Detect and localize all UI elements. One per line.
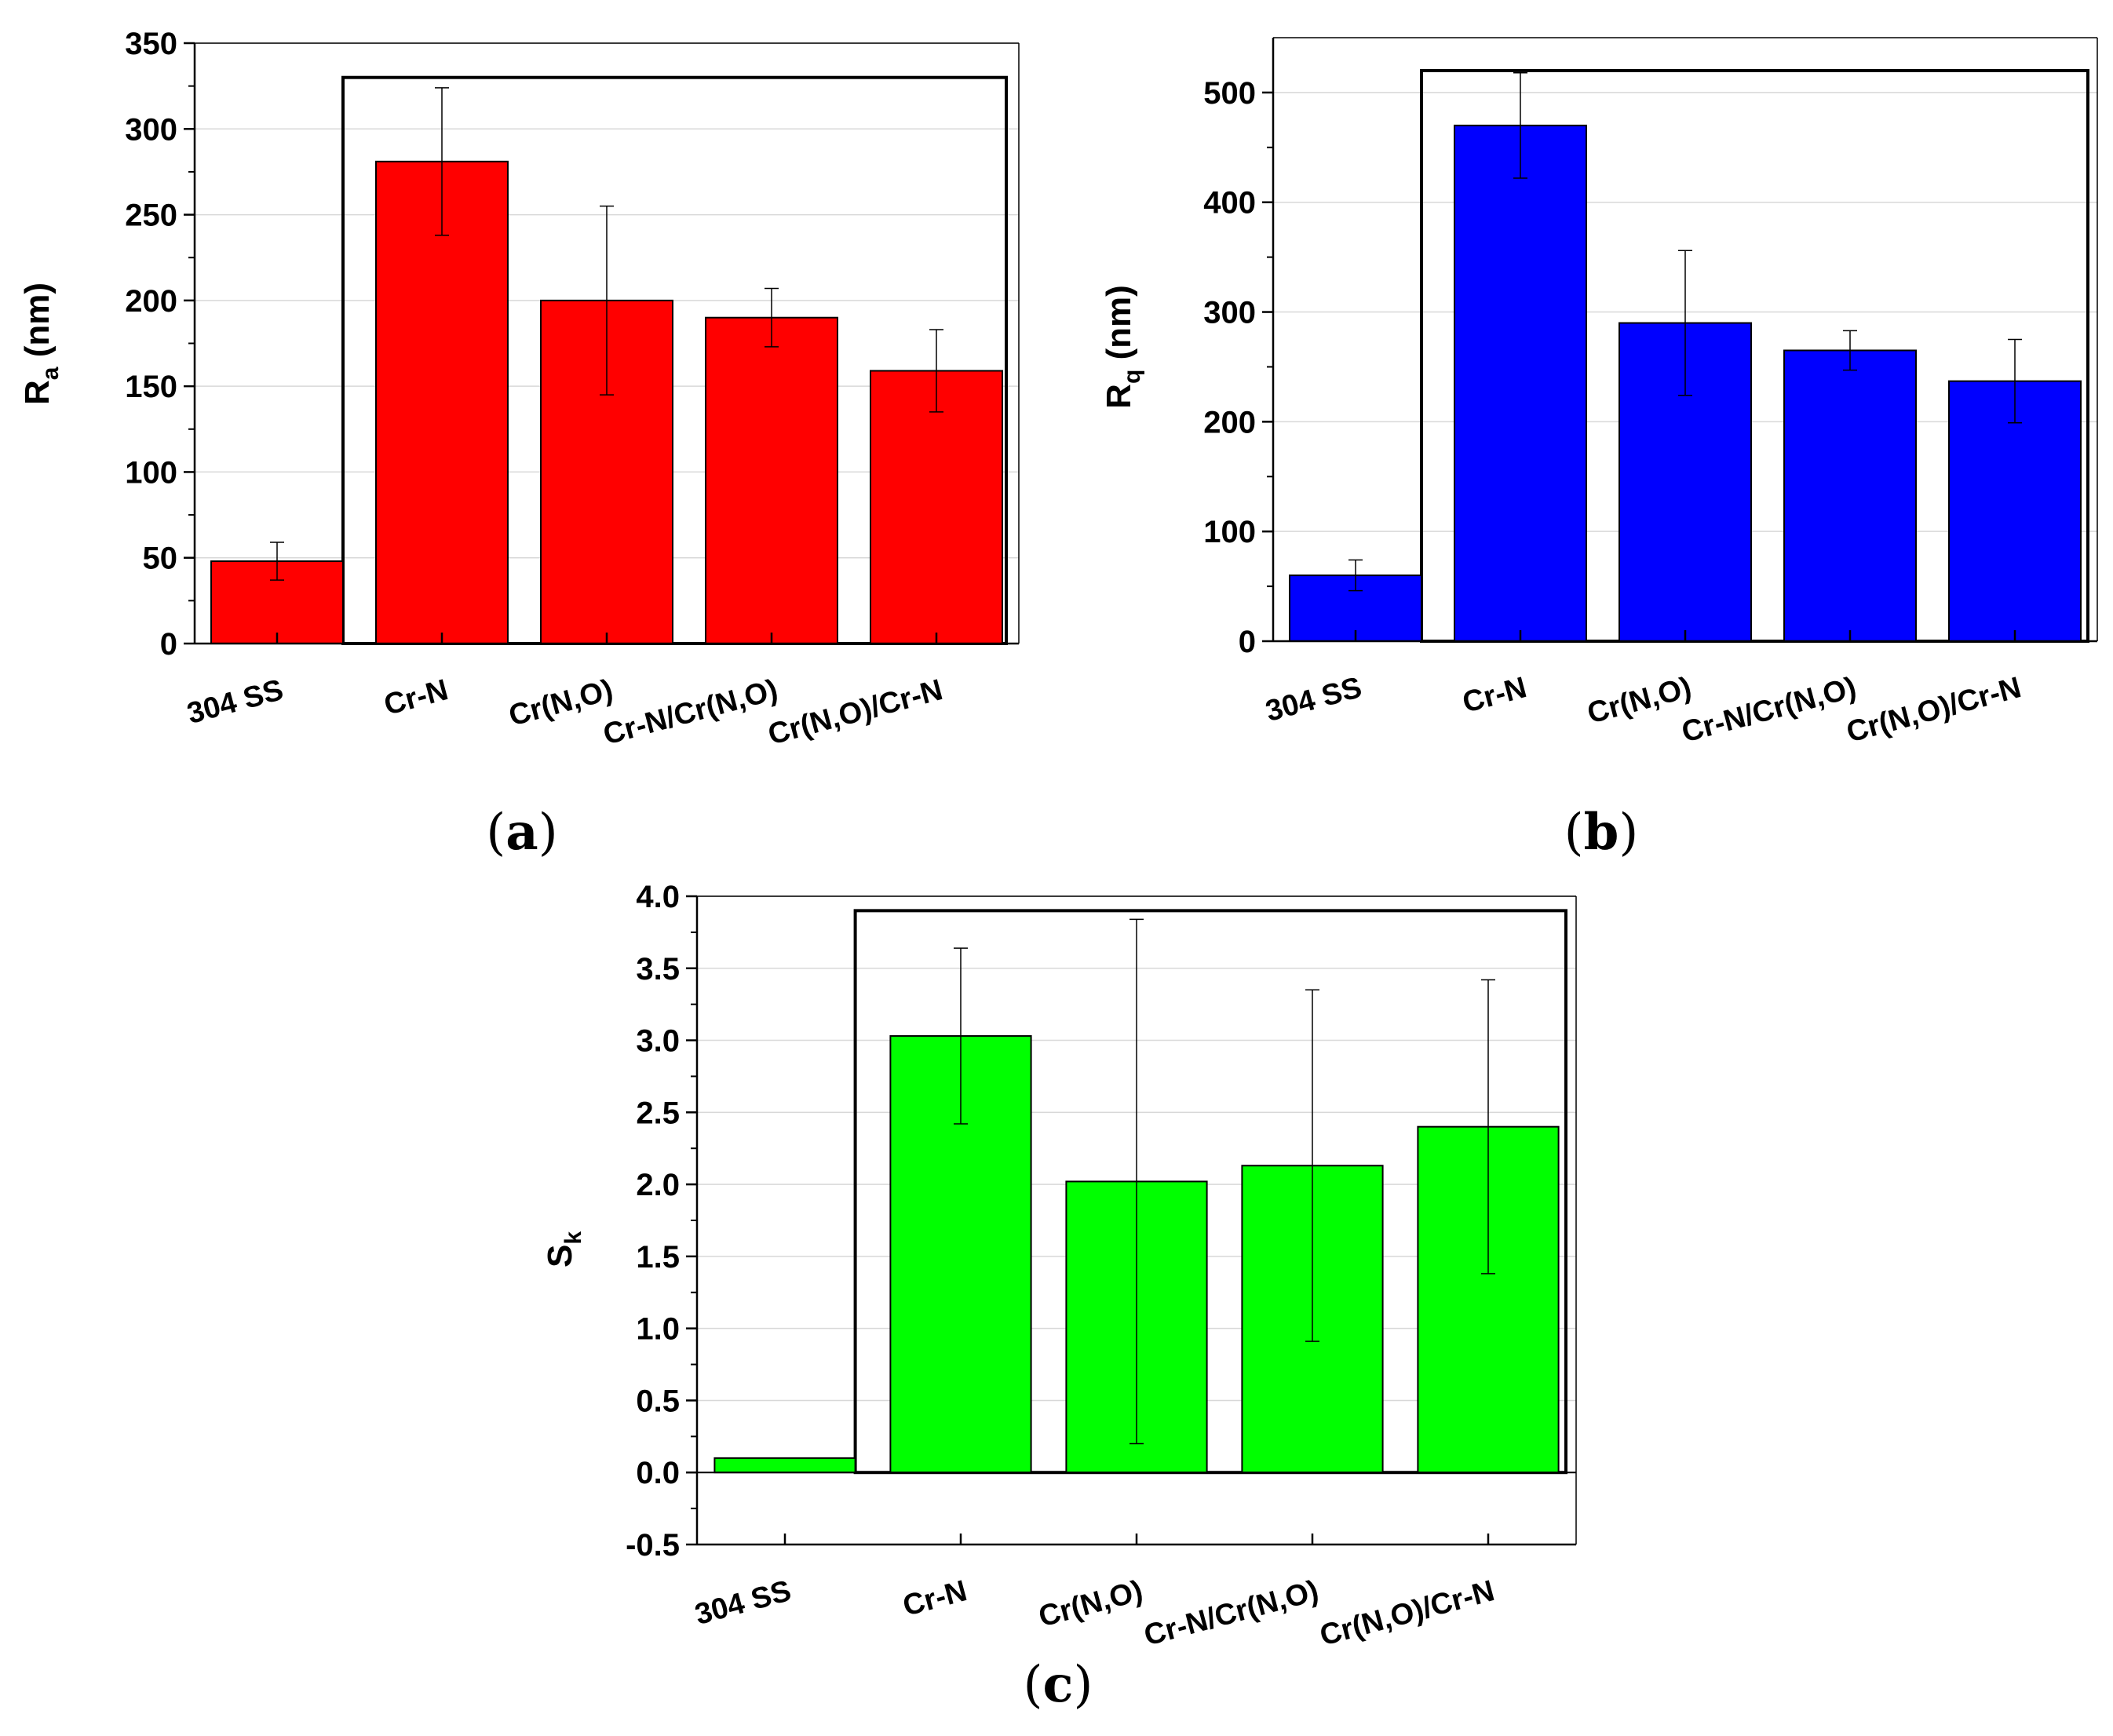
category-label: Cr-N: [381, 673, 451, 722]
category-label: Cr(N,O): [1035, 1574, 1146, 1634]
y-tick-label: 3.5: [636, 952, 680, 987]
chart-panel-c: -0.5 0.0 0.5 1.0 1.5 2.0 2.5 3.0 3.5 4.0 304 SS Cr-…: [541, 880, 1577, 1653]
y-tick-label: 500: [1203, 76, 1256, 111]
bar-Cr-N: [1454, 124, 1587, 642]
bar-Cr-N/Cr(N,O): [705, 316, 838, 644]
y-axis-title: Ra (nm): [18, 283, 64, 405]
y-tick-label: 3.0: [636, 1024, 680, 1059]
category-label: Cr(N,O): [505, 673, 616, 733]
y-tick-label: 2.5: [636, 1096, 680, 1130]
y-tick-label: 0: [160, 627, 177, 662]
y-tick-label: 0: [1239, 625, 1256, 659]
category-label: Cr(N,O): [1584, 671, 1695, 731]
category-label: Cr-N: [1459, 671, 1530, 720]
panel-label-a: (a): [486, 803, 557, 862]
panel-label-c: (c): [1024, 1655, 1093, 1714]
y-axis-title: Rq (nm): [1100, 285, 1145, 409]
category-label: Cr-N/Cr(N,O): [1678, 671, 1859, 749]
y-tick-label: 100: [1203, 515, 1256, 549]
y-tick-label: 300: [1203, 296, 1256, 330]
bar-Cr-N/Cr(N,O): [1783, 349, 1917, 642]
category-label: Cr(N,O)/Cr-N: [1316, 1574, 1498, 1653]
category-label: Cr-N/Cr(N,O): [1140, 1574, 1322, 1653]
category-label: Cr-N/Cr(N,O): [600, 673, 781, 752]
y-tick-label: 400: [1203, 186, 1256, 221]
y-tick-label: 4.0: [636, 880, 680, 914]
y-axis-title: Sk: [541, 1231, 586, 1267]
y-tick-label: 200: [125, 284, 177, 319]
y-tick-label: 50: [143, 542, 178, 576]
bar-Cr-N: [375, 160, 509, 645]
y-tick-label: 350: [125, 27, 177, 61]
category-label: Cr(N,O)/Cr-N: [765, 673, 946, 752]
y-tick-label: 1.0: [636, 1312, 680, 1347]
y-tick-label: 0.5: [636, 1384, 680, 1418]
y-tick-label: 250: [125, 199, 177, 233]
category-label: 304 SS: [1262, 671, 1365, 728]
bar-Cr(N,O)/Cr-N: [870, 370, 1003, 644]
y-tick-label: -0.5: [626, 1528, 680, 1563]
y-tick-label: 0.0: [636, 1456, 680, 1490]
y-tick-label: 150: [125, 370, 177, 404]
category-label: Cr(N,O)/Cr-N: [1843, 671, 2024, 749]
chart-panel-b: 0 100 200 300 400 500 304 SS Cr-N Cr(N,O)Cr-N/Cr…: [1100, 37, 2098, 749]
category-label: Cr-N: [900, 1574, 970, 1623]
category-label: 304 SS: [184, 673, 286, 731]
y-tick-label: 300: [125, 112, 177, 147]
category-label: 304 SS: [692, 1574, 794, 1632]
y-tick-label: 2.0: [636, 1168, 680, 1202]
panel-label-b: (b): [1564, 803, 1639, 862]
bar-304 SS: [713, 1457, 856, 1474]
y-tick-label: 1.5: [636, 1240, 680, 1275]
bar-Cr(N,O)/Cr-N: [1948, 380, 2082, 642]
y-tick-label: 200: [1203, 405, 1256, 439]
y-tick-label: 100: [125, 455, 177, 490]
